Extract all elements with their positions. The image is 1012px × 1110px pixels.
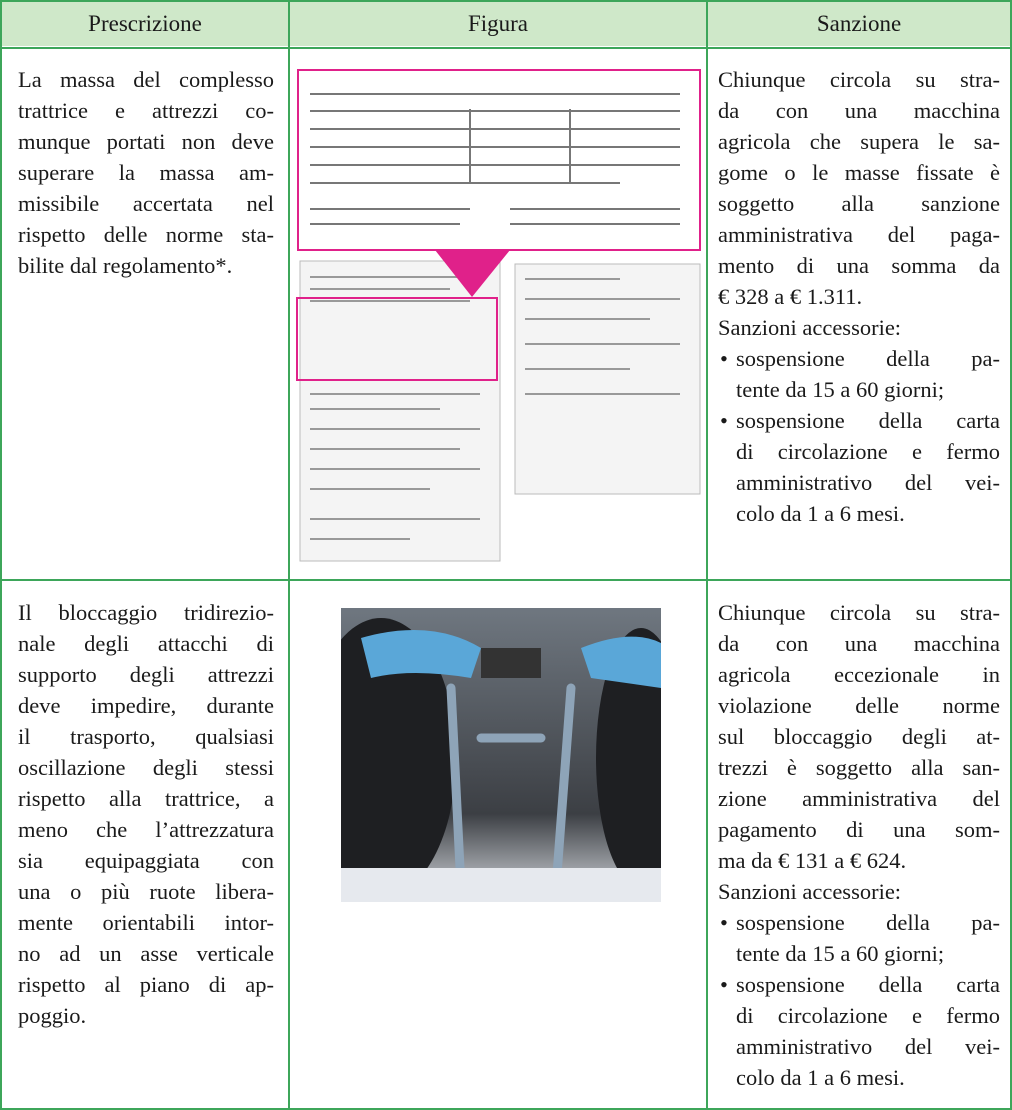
text-line: di circolazione e fermo xyxy=(736,1003,1000,1028)
border xyxy=(0,0,2,1110)
text-line: meno che l’attrezzatura xyxy=(18,817,274,842)
border xyxy=(0,47,1012,49)
tractor-photo xyxy=(341,608,661,902)
border xyxy=(0,1108,1012,1110)
text-line: rispetto alla trattrice, a xyxy=(18,786,274,811)
text-line: nale degli attacchi di xyxy=(18,631,274,656)
sanzione-cell: Chiunque circola su stra-da con una macc… xyxy=(718,64,1000,529)
bullet-item: sospensione della carta di circolazione e… xyxy=(718,969,1000,1093)
border xyxy=(0,0,1012,2)
bullet-item: sospensione della pa-tente da 15 a 60 gi… xyxy=(718,343,1000,405)
border xyxy=(288,0,290,1110)
text-line: soggetto alla sanzione xyxy=(718,191,1000,216)
text-line: agricola eccezionale in xyxy=(718,662,1000,687)
border xyxy=(0,579,1012,581)
text-line: pagamento di una som- xyxy=(718,817,1000,842)
text-line: munque portati non deve xyxy=(18,129,274,154)
text-line: amministrativa del paga- xyxy=(718,222,1000,247)
text-line: sospensione della carta xyxy=(736,972,1000,997)
text-line: superare la massa am- xyxy=(18,160,274,185)
header-cell: Figura xyxy=(290,2,706,46)
text-line: mente orientabili intor- xyxy=(18,910,274,935)
bullet-item: sospensione della pa-tente da 15 a 60 gi… xyxy=(718,907,1000,969)
text-line: deve impedire, durante xyxy=(18,693,274,718)
text-line: da con una macchina xyxy=(718,631,1000,656)
text-line: sospensione della pa- xyxy=(736,910,1000,935)
border xyxy=(706,0,708,1110)
text-line: ma da € 131 a € 624. xyxy=(718,848,907,873)
sanzione-cell: Chiunque circola su stra-da con una macc… xyxy=(718,597,1000,1093)
text-line: di circolazione e fermo xyxy=(736,439,1000,464)
header-cell: Sanzione xyxy=(708,2,1010,46)
text-line: sia equipaggiata con xyxy=(18,848,274,873)
text-line: gome o le masse fissate è xyxy=(718,160,1000,185)
text-line: tente da 15 a 60 giorni; xyxy=(736,941,945,966)
text-line: amministrativo del vei- xyxy=(736,470,1000,495)
text-line: il trasporto, qualsiasi xyxy=(18,724,274,749)
text-line: amministrativo del vei- xyxy=(736,1034,1000,1059)
text-line: agricola che supera le sa- xyxy=(718,129,1000,154)
subheading: Sanzioni accessorie: xyxy=(718,315,902,340)
document-figure xyxy=(296,69,701,562)
text-line: zione amministrativa del xyxy=(718,786,1000,811)
text-line: La massa del complesso xyxy=(18,67,274,92)
text-line: supporto degli attrezzi xyxy=(18,662,274,687)
text-line: sospensione della pa- xyxy=(736,346,1000,371)
border xyxy=(1010,0,1012,1110)
text-line: violazione delle norme xyxy=(718,693,1000,718)
header-cell: Prescrizione xyxy=(2,2,288,46)
text-line: € 328 a € 1.311. xyxy=(718,284,863,309)
text-line: oscillazione degli stessi xyxy=(18,755,274,780)
text-line: sul bloccaggio degli at- xyxy=(718,724,1000,749)
bullet-item: sospensione della carta di circolazione e… xyxy=(718,405,1000,529)
text-line: colo da 1 a 6 mesi. xyxy=(736,501,905,526)
text-line: missibile accertata nel xyxy=(18,191,274,216)
text-line: poggio. xyxy=(18,1003,87,1028)
text-line: colo da 1 a 6 mesi. xyxy=(736,1065,905,1090)
text-line: trattrice e attrezzi co- xyxy=(18,98,274,123)
text-line: sospensione della carta xyxy=(736,408,1000,433)
text-line: trezzi è soggetto alla san- xyxy=(718,755,1000,780)
text-line: Chiunque circola su stra- xyxy=(718,600,1000,625)
prescrizione-cell: Il bloccaggio tridirezio-nale degli atta… xyxy=(18,597,274,1031)
text-line: mento di una somma da xyxy=(718,253,1000,278)
text-line: una o più ruote libera- xyxy=(18,879,274,904)
text-line: no ad un asse verticale xyxy=(18,941,274,966)
text-line: bilite dal regolamento*. xyxy=(18,253,233,278)
text-line: tente da 15 a 60 giorni; xyxy=(736,377,945,402)
text-line: da con una macchina xyxy=(718,98,1000,123)
subheading: Sanzioni accessorie: xyxy=(718,879,902,904)
prescrizione-cell: La massa del complesso trattrice e attrez… xyxy=(18,64,274,281)
text-line: rispetto delle norme sta- xyxy=(18,222,274,247)
text-line: rispetto al piano di ap- xyxy=(18,972,274,997)
text-line: Chiunque circola su stra- xyxy=(718,67,1000,92)
text-line: Il bloccaggio tridirezio- xyxy=(18,600,274,625)
